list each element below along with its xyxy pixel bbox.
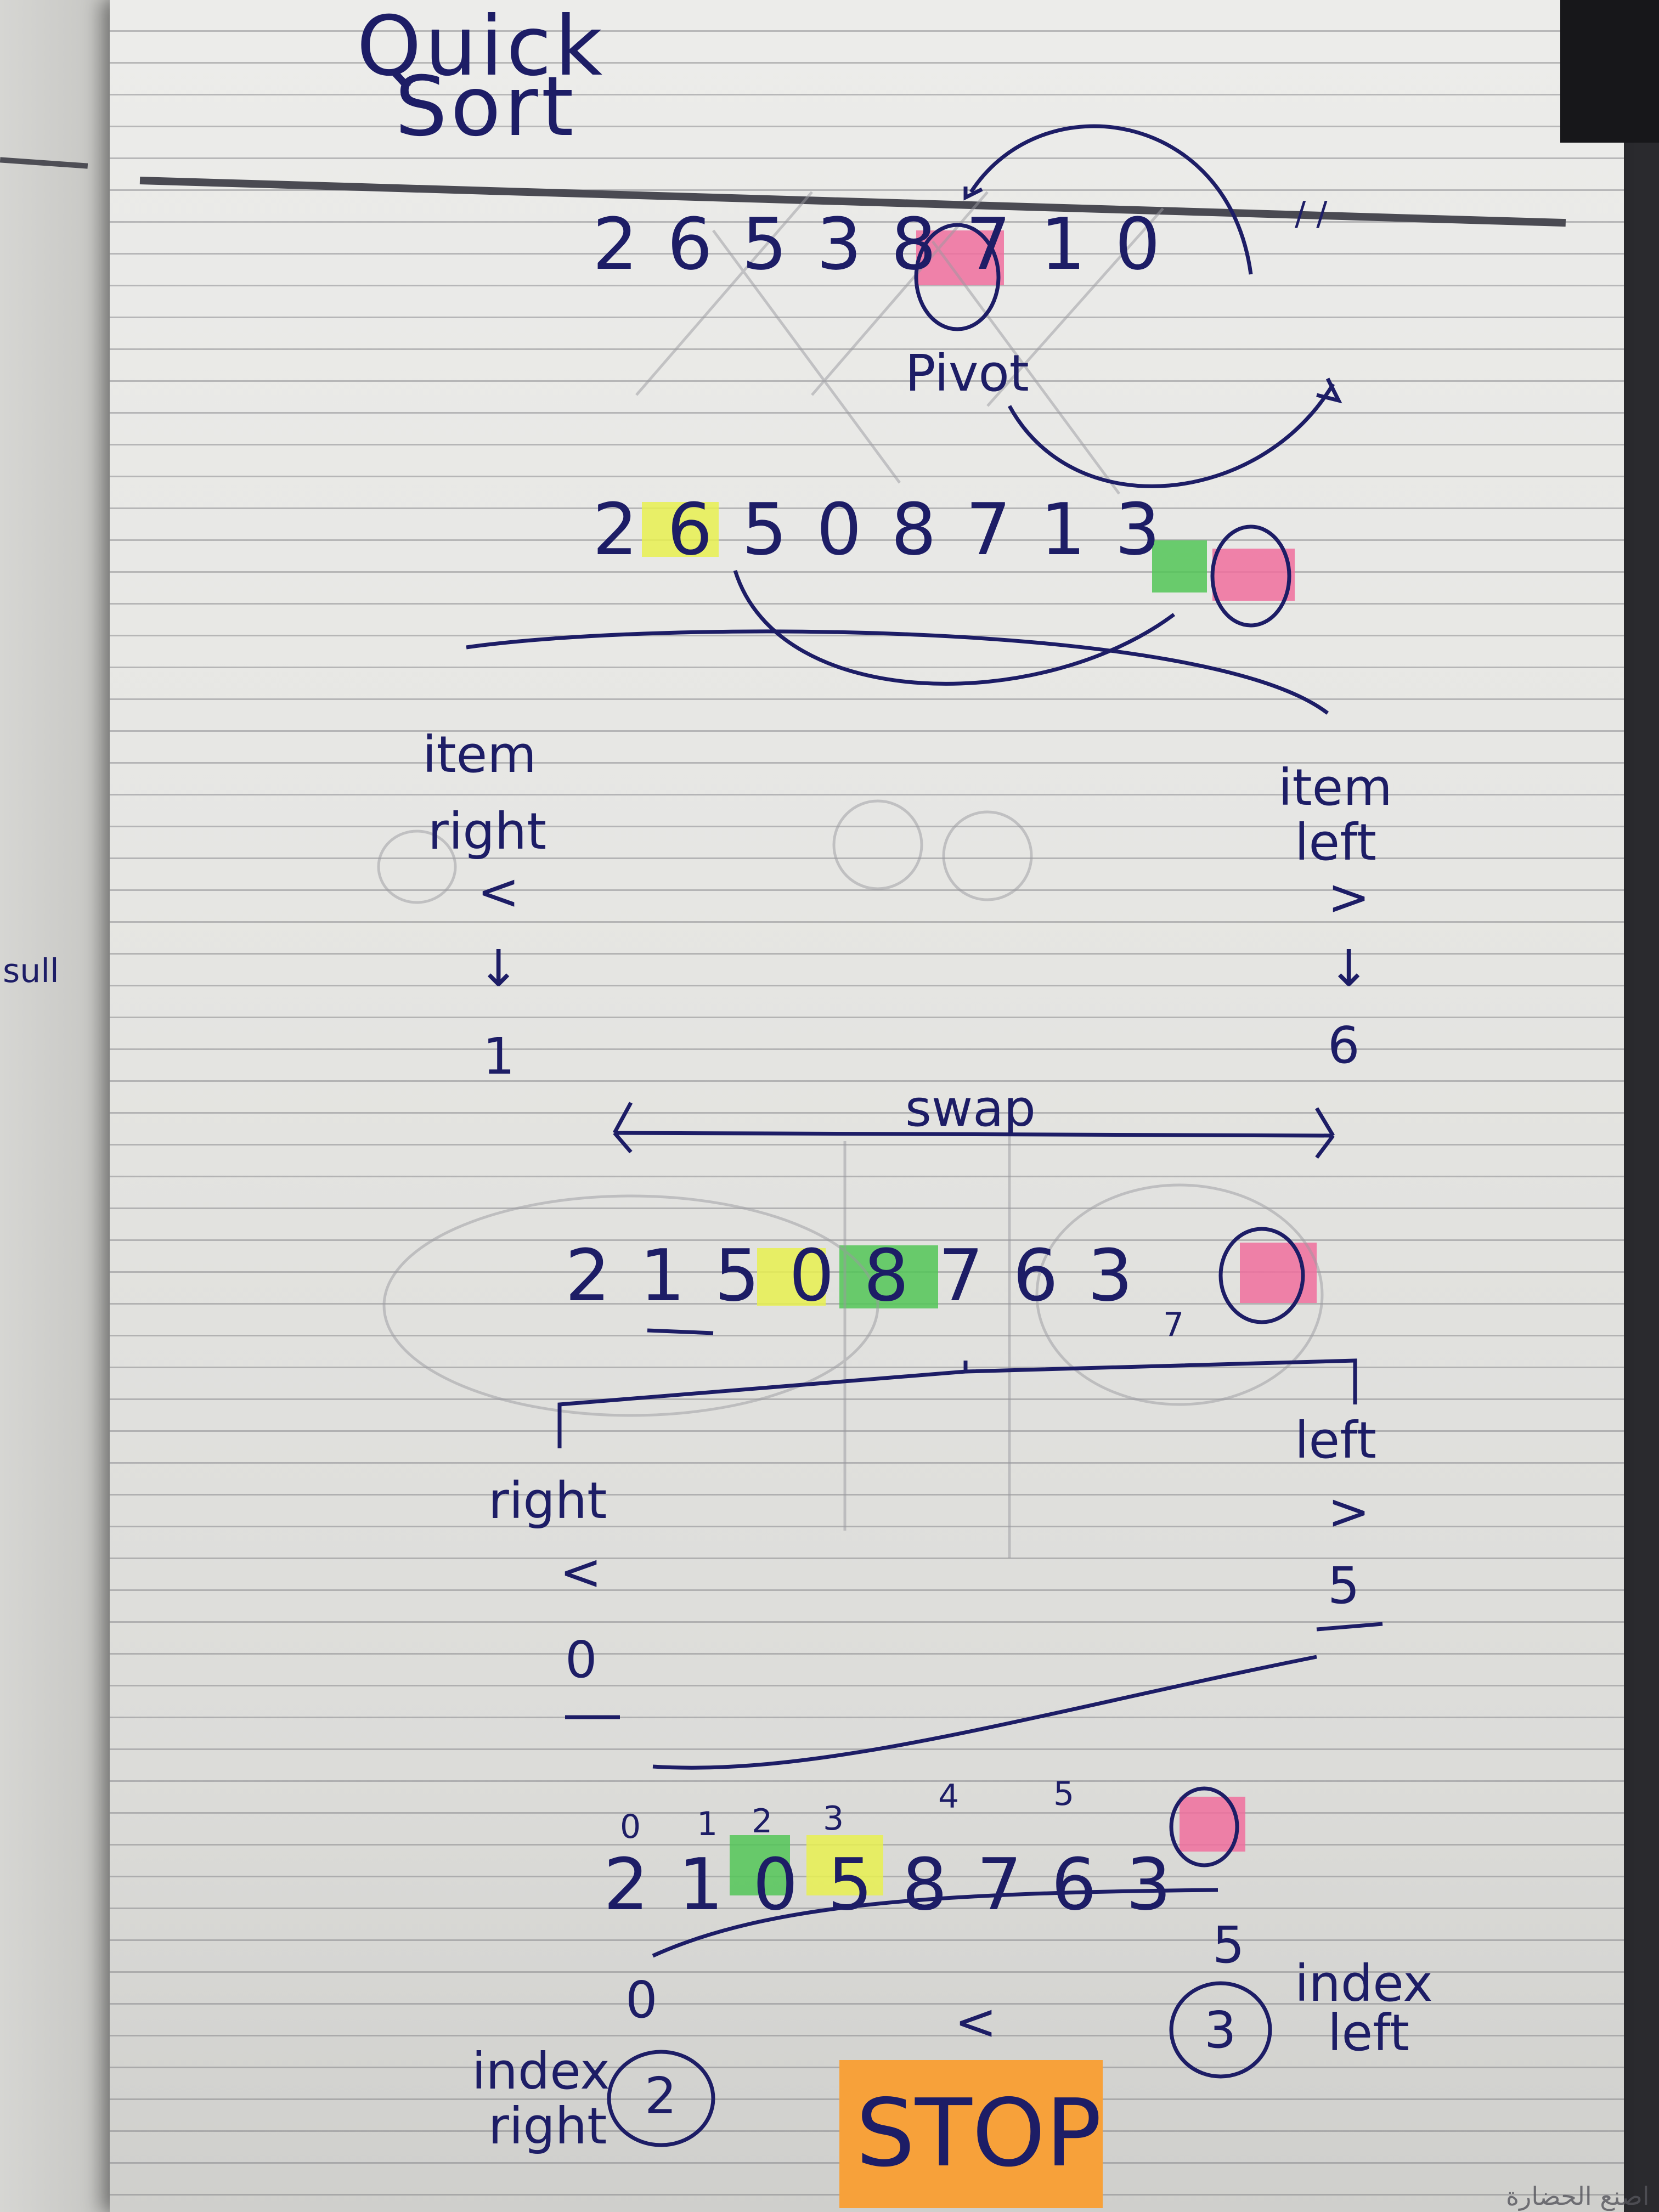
highlight-yellow-6: [642, 502, 719, 557]
left-item-label: item: [422, 725, 537, 784]
ink-arrows: [466, 124, 1383, 1958]
highlight-green-1: [1152, 540, 1207, 592]
left-item-dir: right: [428, 802, 547, 861]
array-initial: 2 6 5 3 8 7 1 0: [592, 202, 1164, 286]
right-item-op: >: [1328, 868, 1370, 927]
left-item-value: 1: [483, 1027, 515, 1086]
array-after-swap: 2 1 5 0 8 7 6 3: [565, 1234, 1136, 1317]
index-left-start: 5: [1212, 1916, 1245, 1974]
highlight-green-0: [839, 1245, 938, 1308]
array-after-swap-sub: 7: [1163, 1306, 1184, 1344]
index-1: 1: [697, 1805, 718, 1843]
right-pointer-op: <: [560, 1543, 602, 1601]
left-item-op: <: [477, 862, 520, 921]
right-item-label: item: [1278, 758, 1392, 817]
ink-circles: [607, 223, 1305, 2147]
pivot-label: Pivot: [905, 344, 1029, 403]
array-pivot-moved: 2 6 5 0 8 7 1 3: [592, 488, 1164, 571]
left-pointer-value: 5: [1328, 1556, 1360, 1615]
index-4: 4: [938, 1778, 960, 1816]
right-item-dir: left: [1295, 813, 1377, 872]
highlight-pink-3c: [1240, 1243, 1317, 1303]
left-page: [0, 0, 126, 2212]
highlight-yellow-5b: [806, 1835, 883, 1895]
index-right-start: 0: [625, 1971, 658, 2029]
right-pointer-label: right: [488, 1471, 607, 1530]
right-pointer-value: 0: [565, 1630, 597, 1689]
margin-note: sull: [3, 952, 59, 990]
index-0: 0: [620, 1808, 641, 1846]
stop-label: STOP: [856, 2079, 1102, 2188]
highlight-green-0b: [730, 1835, 790, 1895]
index-right-value: 2: [645, 2067, 677, 2125]
brand-mark: اصنع الحضارة: [1506, 2181, 1650, 2211]
index-5: 5: [1053, 1775, 1075, 1813]
title-line-2: Sort: [395, 59, 577, 155]
stop-sticky: STOP: [839, 2060, 1103, 2208]
index-2: 2: [752, 1802, 773, 1841]
pencil-ghosts: [377, 191, 1324, 1558]
background-corner: [1560, 0, 1659, 143]
left-pointer-label: left: [1295, 1411, 1377, 1470]
highlight-pink-3b: [1212, 549, 1295, 601]
index-3: 3: [823, 1799, 844, 1838]
title-line-1: Quick: [357, 0, 606, 94]
index-left-dir: left: [1328, 2004, 1410, 2062]
left-pointer-op: >: [1328, 1482, 1370, 1541]
right-item-value: 6: [1328, 1016, 1360, 1075]
tick-marks: / /: [1295, 195, 1328, 233]
index-left-value: 3: [1204, 2001, 1237, 2059]
array-final: 2 1 0 5 8 7 6 3: [603, 1843, 1175, 1926]
swap-label: swap: [905, 1079, 1036, 1138]
compare-op: <: [955, 1993, 997, 2051]
highlight-yellow-5: [757, 1248, 826, 1306]
index-right-dir: right: [488, 2097, 607, 2155]
right-item-arrow: ↓: [1328, 939, 1370, 998]
index-right-word: index: [472, 2042, 610, 2101]
left-item-arrow: ↓: [477, 939, 520, 998]
index-left-word: index: [1295, 1954, 1433, 2013]
